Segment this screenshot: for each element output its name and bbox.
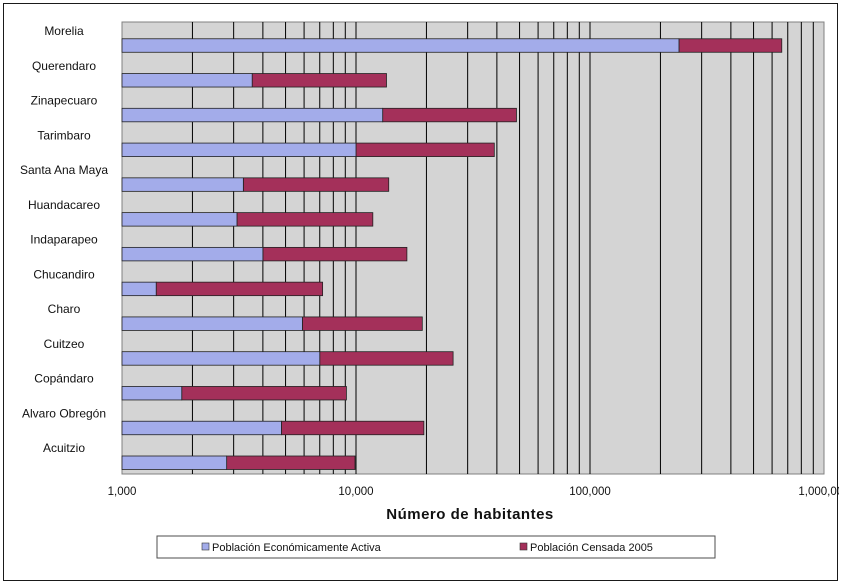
legend-label-pea: Población Económicamente Activa [212, 542, 382, 554]
bar-censada [262, 246, 408, 262]
category-label: Charo [48, 302, 81, 316]
bar-chart: Morelia Querendaro Zinapecuaro Tarimbaro San… [20, 21, 843, 559]
bar-censada [226, 455, 356, 470]
category-label: Huandacareo [28, 198, 100, 212]
x-tick-label: 1,000 [108, 486, 137, 498]
category-label: Tarimbaro [37, 128, 91, 142]
x-tick-label: 100,000 [569, 486, 611, 498]
bar-censada [236, 212, 374, 227]
category-label: Santa Ana Maya [20, 163, 108, 177]
category-label: Zinapecuaro [31, 94, 98, 108]
legend-label-censada: Población Censada 2005 [530, 542, 653, 554]
category-label: Morelia [44, 24, 84, 38]
bars [121, 38, 783, 470]
legend: Población Económicamente Activa Població… [156, 535, 716, 559]
bar-pea [121, 420, 282, 436]
bar-pea [121, 38, 680, 53]
bar-pea [121, 73, 253, 88]
bar-pea [121, 107, 384, 123]
bar-pea [121, 351, 321, 366]
legend-box [156, 535, 716, 559]
bar-censada [155, 281, 324, 297]
category-label: Copándaro [34, 372, 94, 386]
category-label: Indaparapeo [30, 233, 98, 247]
category-label: Cuitzeo [44, 337, 85, 351]
bar-censada [251, 73, 387, 88]
bar-censada [242, 177, 390, 192]
bar-censada [281, 420, 425, 436]
category-labels: Morelia Querendaro Zinapecuaro Tarimbaro San… [20, 24, 108, 455]
legend-swatch-censada [519, 542, 528, 551]
bar-censada [319, 351, 454, 366]
bar-censada [382, 107, 517, 123]
bar-pea [121, 177, 244, 192]
bar-pea [121, 455, 228, 470]
bar-censada [355, 142, 495, 157]
x-axis-title: Número de habitantes [386, 506, 554, 523]
chart-frame: Morelia Querendaro Zinapecuaro Tarimbaro San… [3, 3, 843, 581]
bar-censada [181, 386, 347, 401]
bar-pea [121, 246, 264, 262]
bar-censada [301, 316, 423, 331]
bar-pea [121, 142, 357, 157]
x-tick-label: 1,000,000 [798, 486, 839, 498]
bar-pea [121, 212, 238, 227]
bar-censada [678, 38, 783, 53]
bar-pea [121, 316, 303, 331]
category-label: Acuitzio [43, 441, 85, 455]
x-tick-label: 10,000 [338, 486, 373, 498]
x-tick-labels: 1,000 10,000 100,000 1,000,000 [108, 486, 843, 498]
bar-pea [121, 386, 183, 401]
category-label: Alvaro Obregón [22, 406, 106, 420]
bar-pea [121, 281, 157, 297]
category-label: Querendaro [32, 59, 96, 73]
category-label: Chucandiro [33, 267, 95, 281]
legend-swatch-pea [201, 542, 210, 551]
